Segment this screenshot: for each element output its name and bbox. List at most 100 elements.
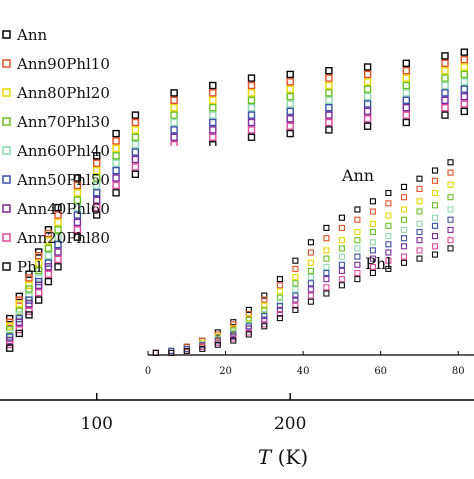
inset-point-phl-0	[152, 349, 159, 356]
inset-point-ann-6	[245, 306, 252, 313]
main-point-ann90phl10-9	[131, 118, 140, 127]
inset-point-ann20phl80-17	[416, 247, 423, 254]
inset-point-ann60phl40-15	[385, 233, 392, 240]
inset-point-ann50phl50-7	[261, 313, 268, 320]
main-x-tick-label: 200	[274, 414, 306, 434]
main-point-ann-1	[15, 292, 23, 301]
inset-point-ann80phl20-12	[338, 237, 345, 244]
inset-point-ann80phl20-17	[416, 198, 423, 205]
main-point-ann20phl80-9	[131, 163, 140, 171]
inset-point-phl-12	[338, 282, 345, 289]
inset-point-ann20phl80-8	[276, 310, 283, 318]
main-plot-marks	[5, 48, 468, 352]
inset-point-ann40phl60-9	[292, 296, 299, 303]
main-point-ann20phl80-17	[441, 103, 449, 112]
main-point-ann40phl60-4	[44, 263, 53, 271]
inset-point-ann80phl20-18	[431, 189, 439, 197]
inset-point-phl-3	[199, 345, 206, 352]
legend: Ann Ann90Phl10 Ann80Phl20 Ann70Phl30 Ann60Ph…	[2, 26, 110, 276]
main-point-ann40phl60-1	[15, 318, 23, 326]
inset-point-ann90phl10-6	[245, 310, 252, 318]
inset-point-phl-10	[307, 298, 314, 305]
inset-point-ann-10	[307, 239, 314, 246]
main-point-phl-14	[325, 126, 333, 134]
inset-point-ann40phl60-14	[369, 255, 376, 262]
legend-marker-ann50phl50	[2, 175, 11, 184]
main-point-phl-1	[15, 329, 23, 338]
inset-point-ann60phl40-13	[354, 245, 361, 252]
main-point-ann70phl30-2	[25, 285, 33, 293]
main-point-ann50phl50-9	[131, 148, 140, 156]
inset-point-ann60phl40-12	[338, 253, 345, 260]
main-point-ann90phl10-6	[73, 181, 82, 190]
inset-point-ann80phl20-10	[307, 259, 314, 266]
inset-point-ann60phl40-9	[292, 286, 299, 293]
legend-marker-ann70phl30	[2, 117, 11, 126]
main-point-ann60phl40-8	[112, 159, 120, 167]
inset-point-ann-12	[338, 214, 345, 221]
main-point-ann60phl40-11	[209, 111, 217, 119]
legend-label-ann50phl50: Ann50Phl50	[16, 171, 110, 189]
main-point-ann60phl40-17	[441, 81, 449, 90]
main-point-ann20phl80-7	[92, 203, 101, 212]
main-point-phl-12	[247, 133, 256, 142]
main-point-ann60phl40-16	[402, 89, 410, 97]
main-point-ann80phl20-13	[286, 85, 294, 93]
x-axis-label-symbol: T	[258, 445, 273, 469]
inset-point-ann40phl60-11	[323, 276, 330, 283]
inset-point-ann90phl10-5	[230, 321, 237, 328]
main-point-ann-16	[402, 59, 410, 67]
main-point-ann20phl80-16	[402, 111, 410, 119]
main-point-ann50phl50-16	[402, 96, 410, 105]
inset-point-ann-11	[323, 224, 330, 231]
main-point-ann70phl30-16	[402, 81, 410, 90]
main-point-ann50phl50-7	[92, 189, 101, 197]
main-point-ann90phl10-13	[286, 78, 294, 86]
main-point-ann50phl50-6	[73, 211, 82, 219]
main-point-ann20phl80-4	[44, 270, 53, 278]
inset-point-ann80phl20-13	[354, 228, 361, 236]
inset-point-ann50phl50-15	[385, 241, 392, 248]
inset-point-ann90phl10-7	[261, 296, 268, 303]
main-point-phl-2	[25, 311, 33, 319]
main-point-ann-15	[363, 63, 372, 71]
inset-point-ann20phl80-13	[354, 269, 361, 277]
inset-point-ann50phl50-8	[276, 302, 283, 309]
inset-point-ann70phl30-14	[369, 228, 376, 236]
main-point-ann60phl40-0	[5, 329, 14, 338]
inset-point-ann50phl50-18	[431, 222, 439, 229]
inset-point-ann40phl60-19	[447, 226, 454, 233]
inset-point-ann40phl60-8	[276, 306, 283, 313]
main-point-ann90phl10-15	[363, 70, 372, 79]
main-point-ann90phl10-16	[402, 66, 410, 75]
inset-point-ann50phl50-11	[323, 269, 330, 277]
main-point-ann50phl50-8	[112, 166, 120, 175]
legend-label-ann70phl30: Ann70Phl30	[16, 113, 110, 131]
main-point-ann80phl20-6	[73, 189, 82, 197]
main-point-ann40phl60-7	[92, 196, 101, 204]
inset-point-phl-11	[323, 290, 330, 297]
main-point-ann60phl40-10	[170, 118, 178, 127]
inset-point-ann-8	[276, 276, 283, 283]
inset-point-ann20phl80-9	[292, 302, 299, 309]
main-point-ann70phl30-5	[54, 226, 62, 234]
main-point-ann80phl20-18	[460, 63, 468, 71]
inset-point-ann70phl30-19	[447, 194, 454, 201]
main-point-ann80phl20-1	[15, 300, 23, 308]
main-point-ann40phl60-13	[286, 115, 294, 123]
main-point-ann60phl40-4	[44, 251, 53, 260]
main-point-ann80phl20-16	[402, 74, 410, 82]
main-x-axis-label: T (K)	[258, 445, 308, 469]
main-point-ann50phl50-11	[209, 118, 217, 127]
inset-annotation-ann: Ann	[341, 166, 374, 185]
inset-point-ann40phl60-16	[400, 243, 408, 250]
main-point-ann20phl80-12	[247, 126, 256, 134]
inset-point-ann90phl10-10	[307, 249, 314, 256]
main-point-ann80phl20-2	[25, 281, 33, 289]
main-point-ann90phl10-3	[35, 251, 43, 260]
main-point-ann90phl10-2	[25, 274, 33, 282]
inset-point-ann20phl80-15	[385, 257, 392, 264]
inset-point-ann70phl30-16	[400, 216, 408, 223]
main-point-ann40phl60-5	[54, 248, 62, 256]
main-point-ann70phl30-8	[112, 152, 120, 160]
